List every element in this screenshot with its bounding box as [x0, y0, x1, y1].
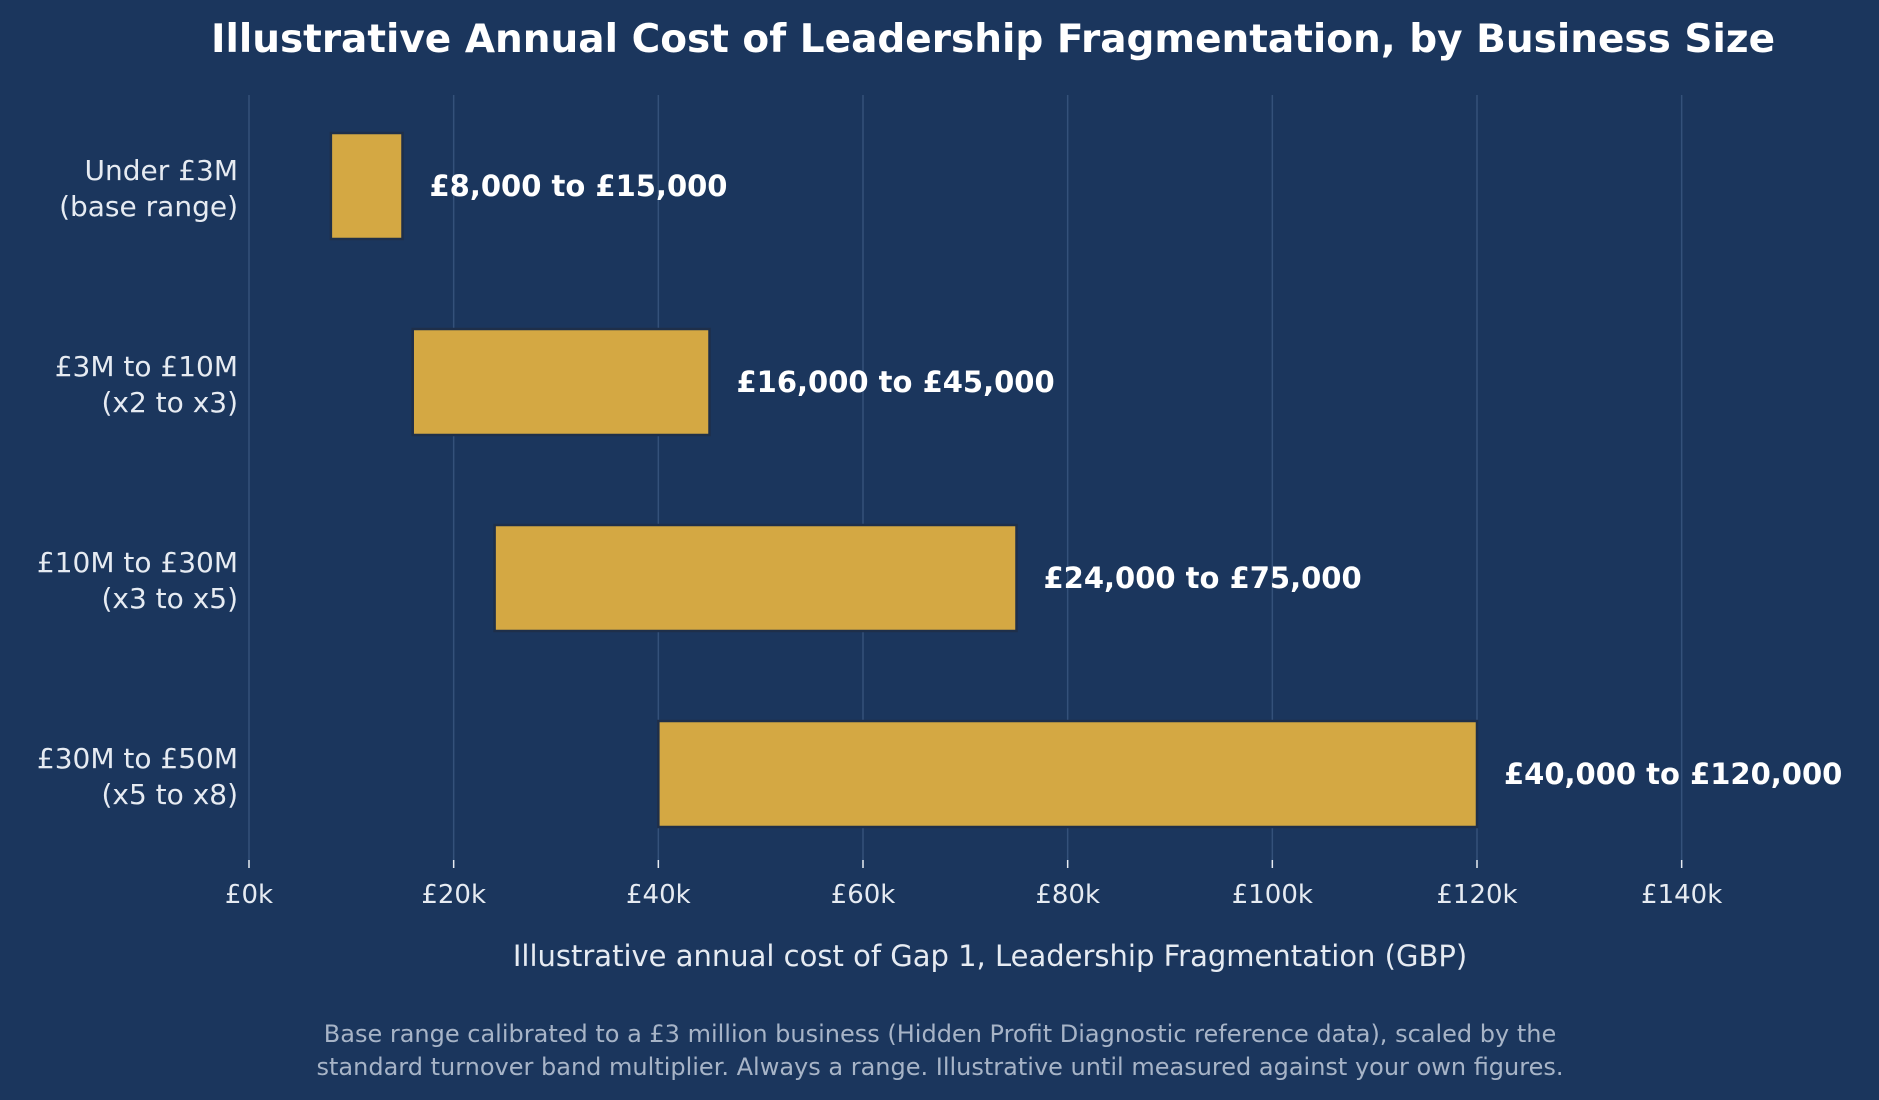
y-tick-label-0-line-2: (base range): [59, 190, 238, 223]
chart-title: Illustrative Annual Cost of Leadership F…: [211, 17, 1775, 62]
range-bar-0: [329, 131, 404, 241]
y-tick-label-3-line-1: £30M to £50M: [37, 742, 238, 775]
x-tick-label-5: £100k: [1232, 880, 1313, 910]
x-tick-label-4: £80k: [1035, 880, 1100, 910]
footnote-line-2: standard turnover band multiplier. Alway…: [317, 1053, 1564, 1081]
x-tick-label-0: £0k: [225, 880, 273, 910]
x-tick-label-6: £120k: [1436, 880, 1517, 910]
y-tick-label-1-line-2: (x2 to x3): [101, 386, 238, 419]
x-axis-label: Illustrative annual cost of Gap 1, Leade…: [513, 939, 1467, 973]
y-tick-label-2-line-2: (x3 to x5): [101, 582, 238, 615]
y-tick-label-0-line-1: Under £3M: [85, 154, 238, 187]
data-label-3: £40,000 to £120,000: [1504, 757, 1842, 791]
data-label-2: £24,000 to £75,000: [1044, 561, 1362, 595]
data-label-1: £16,000 to £45,000: [737, 365, 1055, 399]
range-bars: [329, 131, 1479, 829]
y-axis-ticks: Under £3M(base range) £3M to £10M(x2 to x…: [37, 154, 238, 811]
footnote-line-1: Base range calibrated to a £3 million bu…: [324, 1020, 1556, 1048]
range-bar-2: [493, 523, 1018, 633]
x-tick-label-1: £20k: [421, 880, 486, 910]
x-tick-label-3: £60k: [831, 880, 896, 910]
data-label-0: £8,000 to £15,000: [430, 169, 728, 203]
range-bar-1: [411, 327, 711, 437]
y-tick-label-2-line-1: £10M to £30M: [37, 546, 238, 579]
range-bar-3: [657, 719, 1479, 829]
x-axis-ticks: £0k £20k £40k £60k £80k £100k £120k £140k: [225, 860, 1722, 910]
x-tick-label-2: £40k: [626, 880, 691, 910]
x-tick-label-7: £140k: [1641, 880, 1722, 910]
data-labels: £8,000 to £15,000 £16,000 to £45,000 £24,0…: [430, 169, 1843, 791]
y-tick-label-3-line-2: (x5 to x8): [101, 778, 238, 811]
y-tick-label-1-line-1: £3M to £10M: [55, 350, 238, 383]
